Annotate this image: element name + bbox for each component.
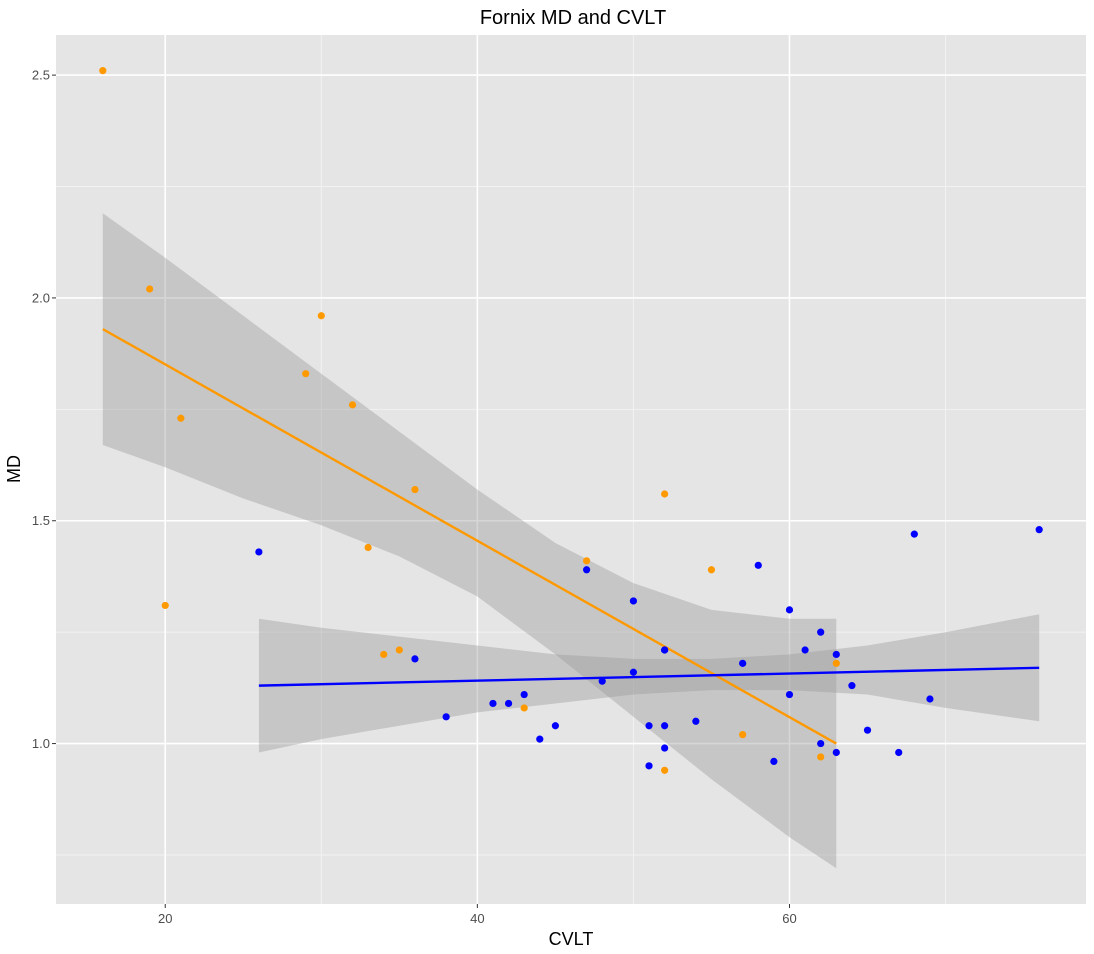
data-point [770, 757, 778, 765]
data-point [661, 722, 669, 730]
data-point [364, 543, 372, 552]
x-tick-label: 40 [470, 911, 484, 926]
x-tick-label: 60 [782, 911, 796, 926]
data-point [520, 690, 528, 699]
data-point [99, 67, 107, 75]
data-point [380, 650, 388, 659]
confidence-ribbons [102, 213, 1040, 869]
y-tick-label: 2.0 [32, 290, 50, 305]
grid-lines [56, 35, 1086, 904]
data-point [317, 312, 325, 320]
data-point [739, 659, 747, 667]
data-point [583, 557, 591, 565]
data-point [661, 490, 669, 498]
data-point [661, 766, 669, 774]
x-axis-title: CVLT [549, 929, 594, 949]
data-point [504, 699, 513, 708]
axis-ticks: 20 40 60 1.0 1.5 2.0 2.5 [32, 68, 797, 926]
data-point [785, 690, 794, 699]
data-point [895, 748, 903, 757]
data-point [801, 646, 809, 654]
data-point [692, 717, 700, 725]
y-tick-label: 1.5 [32, 513, 50, 528]
confidence-ribbon-0 [102, 213, 837, 869]
data-point [411, 485, 419, 494]
data-point [598, 677, 606, 685]
data-point [785, 606, 794, 614]
fit-lines [102, 328, 1040, 745]
data-point [551, 722, 559, 730]
y-tick-label: 1.0 [32, 736, 50, 751]
data-point [817, 739, 825, 748]
data-point [536, 735, 544, 743]
data-point [707, 566, 716, 574]
data-point [442, 713, 450, 721]
data-point [395, 646, 403, 654]
y-axis-title: MD [4, 455, 24, 483]
data-point [832, 650, 840, 659]
data-point [754, 561, 762, 569]
data-point [1035, 526, 1043, 534]
data-point [645, 762, 653, 770]
data-point [645, 722, 653, 730]
data-point [302, 370, 310, 378]
data-point [161, 601, 169, 610]
data-point [910, 530, 918, 538]
chart-title: Fornix MD and CVLT [480, 7, 666, 29]
data-point [177, 414, 185, 422]
x-tick-label: 20 [158, 911, 172, 926]
data-point [661, 744, 669, 752]
data-point [411, 655, 419, 663]
data-point [255, 548, 263, 556]
y-tick-label: 2.5 [32, 68, 50, 83]
data-point [817, 628, 825, 636]
data-point [817, 753, 825, 761]
data-point [629, 597, 638, 605]
data-point [661, 646, 669, 654]
data-point [739, 731, 747, 739]
data-point [863, 726, 872, 734]
data-point [520, 704, 528, 712]
data-point [583, 566, 591, 574]
data-point [832, 748, 840, 757]
data-point [848, 682, 856, 690]
data-point [146, 285, 154, 293]
data-point [926, 695, 934, 703]
fit-line-1 [258, 666, 1040, 687]
data-point [489, 699, 497, 708]
data-point [629, 668, 638, 676]
data-point [348, 401, 357, 409]
data-points [99, 67, 1043, 774]
confidence-ribbon-1 [258, 614, 1040, 753]
plot-panel [56, 35, 1086, 904]
data-point [832, 659, 840, 667]
